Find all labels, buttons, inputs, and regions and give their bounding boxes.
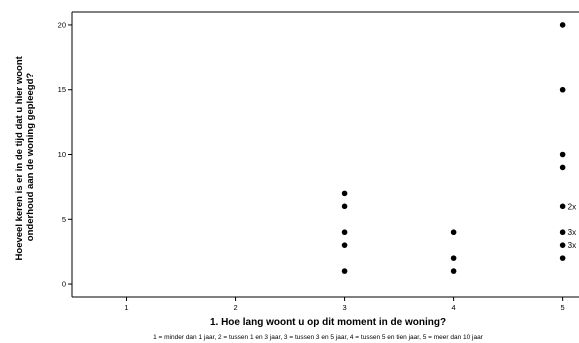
data-point — [559, 242, 566, 248]
data-point — [559, 164, 566, 171]
data-point — [341, 203, 348, 210]
plot-frame — [71, 11, 579, 298]
data-point — [341, 190, 348, 197]
y-axis-ticks: 0 5 10 15 20 — [58, 20, 72, 289]
y-tick-label: 0 — [62, 280, 66, 289]
data-point — [341, 268, 348, 274]
data-point — [559, 203, 566, 210]
y-tick-label: 20 — [58, 20, 66, 29]
x-axis-label: 1. Hoe lang woont u op dit moment in de … — [210, 317, 446, 328]
data-point — [559, 86, 566, 93]
data-point — [559, 229, 566, 236]
point-annotation: 3x — [568, 228, 576, 237]
x-tick-label: 3 — [342, 303, 346, 312]
data-point — [341, 242, 348, 248]
data-point — [559, 151, 566, 158]
y-axis-label-line-1: Hoeveel keren is er in de tijd dat u hie… — [14, 55, 25, 260]
data-point — [559, 22, 566, 28]
y-axis-label: Hoeveel keren is er in de tijd dat u hie… — [14, 54, 36, 261]
x-tick-label: 5 — [561, 303, 565, 312]
data-point — [341, 229, 348, 236]
x-tick-label: 1 — [124, 303, 128, 312]
point-annotations: 2x 3x 3x — [568, 202, 576, 250]
x-tick-label: 4 — [452, 303, 456, 312]
y-axis-label-line-2: onderhoud aan de woning gepleegd? — [25, 73, 36, 242]
data-points — [341, 22, 566, 274]
data-point — [450, 268, 457, 274]
x-axis-footnote: 1 = minder dan 1 jaar, 2 = tussen 1 en 3… — [153, 334, 484, 341]
y-tick-label: 5 — [62, 215, 66, 224]
x-tick-label: 2 — [233, 303, 237, 312]
data-point — [559, 255, 566, 261]
y-tick-label: 15 — [58, 85, 66, 94]
data-point — [450, 229, 457, 236]
data-point — [450, 255, 457, 261]
point-annotation: 2x — [568, 202, 576, 211]
x-axis-ticks: 1 2 3 4 5 — [124, 297, 565, 312]
point-annotation: 3x — [568, 241, 576, 250]
y-tick-label: 10 — [58, 150, 66, 159]
